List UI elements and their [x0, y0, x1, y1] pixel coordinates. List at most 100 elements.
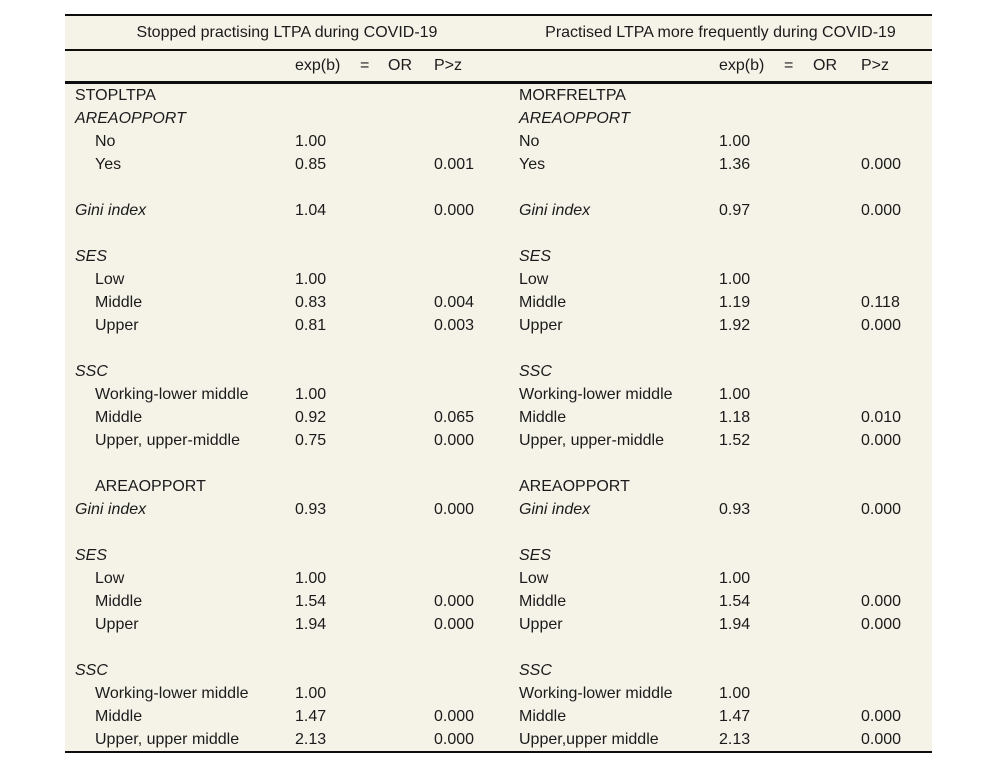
- table-row: Middle 1.18 0.010: [509, 406, 932, 429]
- p-value: 0.000: [434, 432, 475, 449]
- column-header-or: OR: [813, 57, 837, 74]
- row-label: AREAOPPORT: [95, 478, 206, 495]
- exp-b-value: 2.13: [719, 731, 751, 748]
- row-label: Working-lower middle: [95, 685, 249, 702]
- table-row: Middle 0.83 0.004: [65, 291, 509, 314]
- p-value: 0.000: [861, 202, 902, 219]
- table-row: Upper, upper-middle 1.52 0.000: [509, 429, 932, 452]
- exp-b-value: 1.00: [719, 133, 751, 150]
- column-header-equals: =: [784, 57, 794, 74]
- row-label: SES: [75, 547, 108, 564]
- spacer-row: [509, 176, 932, 199]
- table-row: SES: [509, 544, 932, 567]
- exp-b-value: 1.00: [719, 386, 751, 403]
- table-row: SSC: [509, 659, 932, 682]
- column-header-p-z: P>z: [861, 57, 890, 74]
- row-label: No: [519, 133, 540, 150]
- p-value: 0.000: [861, 708, 902, 725]
- row-label: SSC: [75, 662, 108, 679]
- panel-more-frequent-ltpa: MORFRELTPA AREAOPPORT No 1.00 Yes 1.36 0.000 Gi…: [509, 84, 932, 751]
- table-row: SSC: [65, 659, 509, 682]
- row-label: Low: [519, 271, 549, 288]
- table-row: Middle 1.54 0.000: [509, 590, 932, 613]
- p-value: 0.010: [861, 409, 902, 426]
- exp-b-value: 1.00: [295, 271, 327, 288]
- row-label: Working-lower middle: [519, 685, 673, 702]
- exp-b-value: 1.94: [719, 616, 751, 633]
- row-label: Upper, upper-middle: [95, 432, 240, 449]
- row-label: SSC: [519, 662, 552, 679]
- p-value: 0.001: [434, 156, 475, 173]
- row-label: Upper: [519, 616, 563, 633]
- table-row: AREAOPPORT: [509, 475, 932, 498]
- table-row: Gini index 0.97 0.000: [509, 199, 932, 222]
- row-label: Gini index: [519, 202, 591, 219]
- panel-stopped-ltpa: STOPLTPA AREAOPPORT No 1.00 Yes 0.85 0.001 Gini…: [65, 84, 509, 751]
- p-value: 0.000: [861, 317, 902, 334]
- spacer-row: [509, 222, 932, 245]
- column-headers-row: exp(b) = OR P>z exp(b) = OR P>z: [65, 51, 932, 81]
- row-label: Middle: [95, 294, 143, 311]
- exp-b-value: 2.13: [295, 731, 327, 748]
- spacer-row: [65, 176, 509, 199]
- table-row: Gini index 0.93 0.000: [65, 498, 509, 521]
- spacer-row: [509, 337, 932, 360]
- spacer-row: [65, 636, 509, 659]
- table-row: Gini index 0.93 0.000: [509, 498, 932, 521]
- row-label: Upper, upper-middle: [519, 432, 664, 449]
- exp-b-value: 0.83: [295, 294, 327, 311]
- p-value: 0.000: [434, 731, 475, 748]
- exp-b-value: 0.97: [719, 202, 751, 219]
- regression-results-table: Stopped practising LTPA during COVID-19 …: [65, 14, 932, 753]
- row-label: SES: [519, 248, 552, 265]
- table-row: Middle 1.54 0.000: [65, 590, 509, 613]
- table-row: SSC: [65, 360, 509, 383]
- row-label: AREAOPPORT: [519, 478, 630, 495]
- row-label: Low: [95, 570, 125, 587]
- p-value: 0.000: [861, 616, 902, 633]
- spacer-row: [509, 452, 932, 475]
- row-label: Middle: [519, 593, 567, 610]
- exp-b-value: 1.94: [295, 616, 327, 633]
- p-value: 0.000: [434, 616, 475, 633]
- exp-b-value: 1.47: [295, 708, 327, 725]
- table-row: MORFRELTPA: [509, 84, 932, 107]
- exp-b-value: 1.18: [719, 409, 751, 426]
- p-value: 0.000: [861, 432, 902, 449]
- row-label: Upper: [519, 317, 563, 334]
- exp-b-value: 0.81: [295, 317, 327, 334]
- table-row: Middle 1.19 0.118: [509, 291, 932, 314]
- exp-b-value: 0.75: [295, 432, 327, 449]
- row-label: Middle: [95, 409, 143, 426]
- row-label: Middle: [95, 708, 143, 725]
- row-label: Gini index: [75, 202, 147, 219]
- column-headers-left-panel: exp(b) = OR P>z: [65, 51, 509, 81]
- exp-b-value: 1.00: [719, 570, 751, 587]
- exp-b-value: 1.00: [719, 685, 751, 702]
- row-label: SSC: [519, 363, 552, 380]
- table-row: Working-lower middle 1.00: [509, 383, 932, 406]
- row-label: SES: [75, 248, 108, 265]
- table-row: Low 1.00: [65, 268, 509, 291]
- table-row: SES: [65, 544, 509, 567]
- p-value: 0.000: [861, 501, 902, 518]
- column-header-or: OR: [388, 57, 412, 74]
- row-label: MORFRELTPA: [519, 87, 626, 104]
- p-value: 0.003: [434, 317, 475, 334]
- exp-b-value: 1.04: [295, 202, 327, 219]
- p-value: 0.000: [434, 501, 475, 518]
- p-value: 0.000: [434, 202, 475, 219]
- row-label: Yes: [519, 156, 546, 173]
- row-label: Middle: [519, 409, 567, 426]
- row-label: Gini index: [519, 501, 591, 518]
- spacer-row: [65, 521, 509, 544]
- table-row: Upper 1.94 0.000: [65, 613, 509, 636]
- exp-b-value: 1.00: [295, 386, 327, 403]
- exp-b-value: 1.00: [295, 133, 327, 150]
- panel-title-stopped-ltpa: Stopped practising LTPA during COVID-19: [136, 24, 438, 41]
- exp-b-value: 1.00: [295, 570, 327, 587]
- row-label: Working-lower middle: [95, 386, 249, 403]
- exp-b-value: 1.54: [295, 593, 327, 610]
- table-top-rule: [65, 14, 932, 16]
